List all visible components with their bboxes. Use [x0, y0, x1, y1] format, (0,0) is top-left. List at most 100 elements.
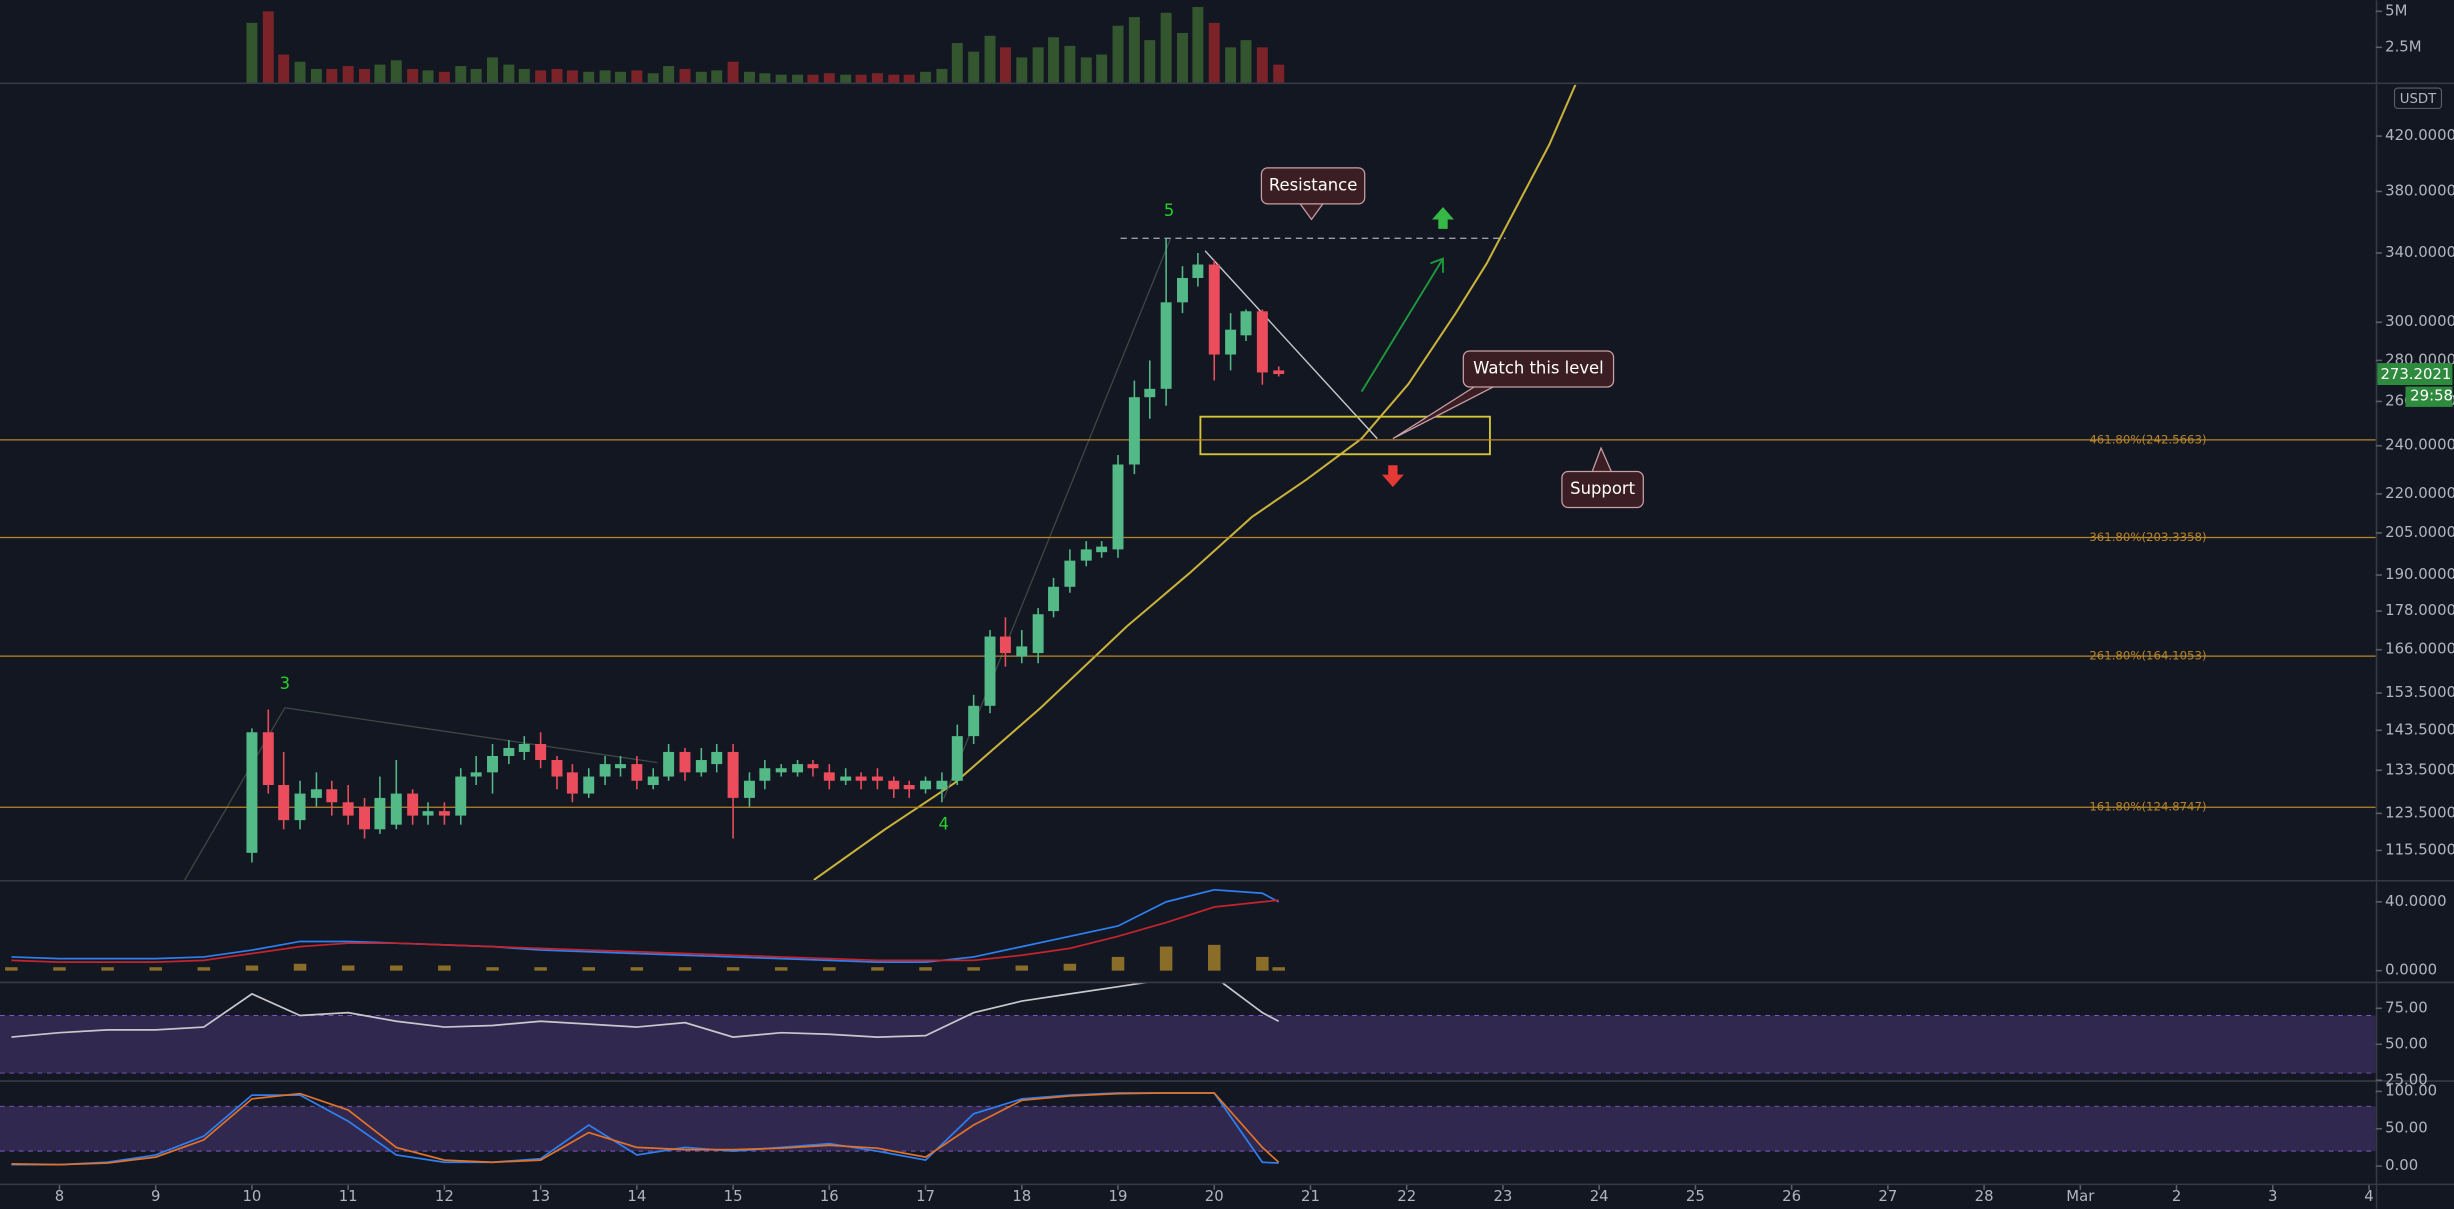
last-price: 273.2021	[2380, 365, 2451, 383]
volume-tick-label: 5M	[2385, 1, 2407, 19]
volume-bar	[390, 60, 402, 84]
candle-body	[455, 776, 467, 816]
histogram-bar	[967, 967, 980, 971]
y-tick-label: 153.5000	[2385, 683, 2454, 701]
candle-body	[647, 776, 659, 785]
up-arrow	[1432, 206, 1454, 229]
volume-bar	[294, 61, 306, 84]
x-tick-label: 9	[151, 1187, 160, 1205]
histogram-bar	[101, 967, 114, 971]
band	[0, 1015, 2376, 1074]
histogram-bar	[1015, 965, 1029, 971]
y-tick-label: 205.0000	[2385, 523, 2454, 541]
x-tick-label: 22	[1397, 1187, 1416, 1205]
volume-bar	[936, 68, 948, 84]
x-tick-label: 8	[55, 1187, 64, 1205]
histogram-bar	[245, 965, 259, 971]
x-tick-label: 2	[2172, 1187, 2181, 1205]
volume-bar	[359, 68, 371, 84]
candle-body	[487, 755, 498, 773]
histogram-bar	[293, 963, 307, 971]
indicator-line	[11, 888, 1280, 963]
volume-bar	[679, 68, 691, 84]
candle-body	[759, 768, 771, 781]
x-tick-label: 24	[1590, 1187, 1609, 1205]
candle-body	[743, 780, 755, 798]
volume-bar	[1128, 17, 1140, 84]
volume-bar	[518, 68, 530, 84]
volume-bar	[278, 54, 290, 84]
volume-bar	[246, 22, 258, 84]
volume-bar	[566, 70, 578, 84]
candle-body	[599, 764, 611, 777]
callout	[1462, 350, 1615, 388]
candle-body	[262, 732, 274, 785]
candle-body	[374, 797, 386, 830]
candle-body	[1048, 586, 1060, 612]
histogram-bar	[5, 967, 18, 971]
wave-line	[284, 707, 658, 764]
volume-bar	[792, 74, 804, 84]
histogram-bar	[678, 967, 692, 971]
candle-body	[1096, 546, 1108, 553]
candle-body	[823, 772, 835, 781]
y-tick-label: 380.0000	[2385, 181, 2454, 199]
volume-bar	[647, 73, 659, 84]
volume-bar	[342, 66, 354, 84]
candle-body	[727, 751, 739, 798]
countdown: 29:58	[2410, 387, 2453, 405]
x-tick-label: 10	[242, 1187, 261, 1205]
volume-bar	[840, 74, 852, 84]
candle-body	[1192, 264, 1204, 278]
histogram-bar	[486, 967, 499, 971]
y-tick-label: 240.0000	[2385, 436, 2454, 454]
volume-bar	[1192, 7, 1204, 84]
x-tick-label: Mar	[2066, 1187, 2095, 1205]
volume-bar	[1032, 47, 1044, 84]
x-tick-label: 27	[1878, 1187, 1897, 1205]
candle-body	[535, 743, 547, 761]
volume-bar	[951, 43, 963, 84]
volume-bar	[871, 73, 883, 84]
candle-body	[407, 793, 419, 816]
candle-body	[390, 793, 402, 825]
candle-body	[342, 802, 354, 816]
candle-body	[278, 784, 290, 821]
price-level-label: 161.80%(124.8747)	[2089, 800, 2206, 814]
candle-body	[470, 772, 482, 777]
histogram-bar	[534, 967, 547, 971]
volume-bar	[631, 70, 643, 84]
wave-line	[943, 238, 1172, 799]
y-tick-label: 0.0000	[2385, 961, 2437, 979]
candle-body	[888, 780, 900, 790]
x-tick-label: 13	[531, 1187, 550, 1205]
candle-body	[1112, 464, 1124, 550]
candle-body	[1256, 311, 1268, 373]
volume-bar	[999, 47, 1011, 84]
currency: USDT	[2400, 92, 2437, 107]
volume-bar	[551, 68, 563, 84]
candle-body	[855, 776, 867, 781]
volume-bar	[583, 71, 595, 84]
volume-bar	[326, 68, 338, 84]
volume-bar	[807, 74, 819, 84]
candle-body	[310, 789, 322, 798]
candle-body	[936, 780, 948, 790]
y-tick-label: 300.0000	[2385, 312, 2454, 330]
candle-body	[663, 751, 675, 777]
candle-body	[422, 811, 434, 816]
indicator-layer	[0, 7, 2376, 1166]
candle-body	[968, 705, 980, 737]
volume-bar	[823, 73, 835, 84]
candle-body	[951, 736, 963, 781]
band	[0, 1106, 2376, 1152]
projection-arrow	[1360, 258, 1444, 393]
volume-bar	[1016, 57, 1028, 84]
price-pane	[0, 84, 2376, 880]
volume-bar	[1080, 57, 1092, 84]
volume-bar	[1208, 22, 1220, 84]
countdown-tag	[2405, 386, 2453, 407]
wave-label: 3	[280, 674, 290, 693]
